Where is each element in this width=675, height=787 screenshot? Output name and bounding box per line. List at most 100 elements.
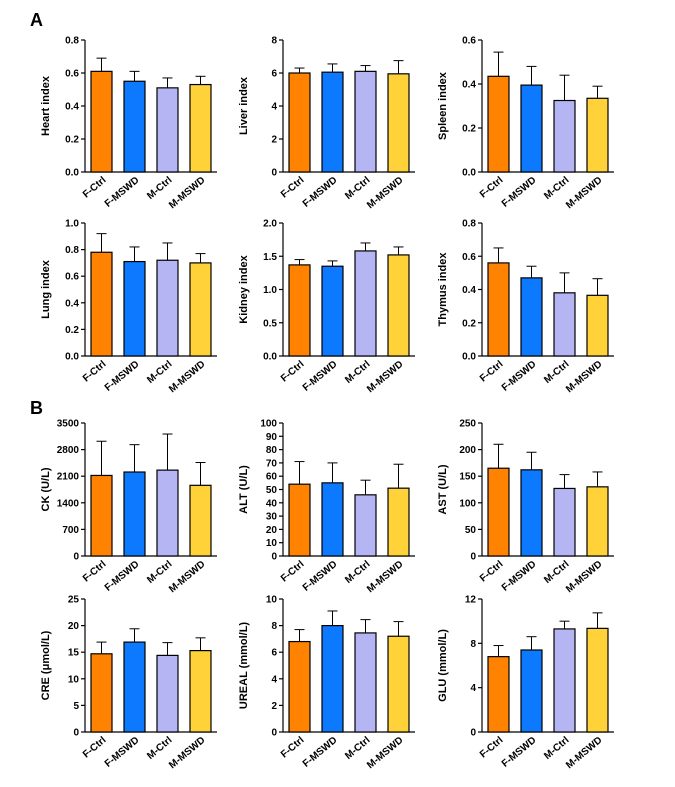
y-tick-label: 50 — [465, 525, 477, 536]
x-tick-label: M-MSWD — [564, 359, 604, 395]
y-tick-label: 0 — [470, 552, 476, 563]
bar-m-ctrl — [156, 87, 179, 173]
bar-m-mswd — [387, 73, 410, 173]
x-tick-label: F-MSWD — [103, 735, 142, 770]
y-tick-label: 70 — [266, 458, 278, 469]
y-tick-label: 100 — [459, 498, 476, 509]
x-tick-label: M-MSWD — [167, 559, 207, 595]
bar-m-ctrl — [156, 469, 179, 557]
bar-f-mswd — [520, 469, 543, 557]
bar-f-ctrl — [487, 75, 510, 173]
bar-f-ctrl — [487, 467, 510, 557]
bar-m-mswd — [189, 83, 212, 173]
y-tick-label: 20 — [266, 525, 278, 536]
bar-f-mswd — [520, 277, 543, 357]
x-tick-label: F-MSWD — [103, 175, 142, 210]
bar-m-ctrl — [553, 628, 576, 733]
x-tick-label: M-Ctrl — [343, 359, 372, 386]
y-tick-label: 60 — [266, 472, 278, 483]
y-tick-label: 8 — [271, 621, 277, 632]
y-tick-label: 6 — [271, 69, 277, 80]
y-axis-label: Spleen index — [437, 71, 449, 140]
y-tick-label: 0.6 — [65, 69, 79, 80]
bar-m-mswd — [387, 487, 410, 557]
bar-f-ctrl — [288, 264, 311, 357]
x-tick-label: F-MSWD — [500, 359, 539, 394]
bar-m-mswd — [586, 627, 609, 733]
y-tick-label: 25 — [68, 595, 80, 606]
y-tick-label: 2 — [271, 701, 277, 712]
x-tick-label: F-MSWD — [103, 359, 142, 394]
y-tick-label: 0.2 — [462, 124, 476, 135]
bar-m-ctrl — [553, 292, 576, 357]
x-tick-label: F-MSWD — [103, 559, 142, 594]
bar-f-ctrl — [288, 483, 311, 557]
y-axis-label: Kidney index — [238, 254, 250, 323]
bar-f-mswd — [321, 265, 344, 357]
y-axis-label: CRE (μmol/L) — [40, 630, 52, 700]
y-tick-label: 0.8 — [65, 36, 79, 47]
bar-f-mswd — [321, 624, 344, 733]
y-axis-label: Thymus index — [437, 252, 449, 327]
x-tick-label: F-Ctrl — [478, 559, 506, 585]
bar-f-ctrl — [90, 70, 113, 173]
y-tick-label: 0.4 — [65, 102, 79, 113]
y-tick-label: 80 — [266, 445, 278, 456]
y-tick-label: 4 — [271, 674, 277, 685]
y-tick-label: 150 — [459, 472, 476, 483]
y-tick-label: 0 — [271, 552, 277, 563]
y-tick-label: 0.0 — [65, 352, 79, 363]
x-tick-label: F-MSWD — [301, 359, 340, 394]
x-tick-label: F-Ctrl — [478, 359, 506, 385]
bar-f-ctrl — [288, 72, 311, 173]
bar-f-ctrl — [90, 474, 113, 557]
x-tick-label: F-MSWD — [301, 735, 340, 770]
x-tick-label: M-Ctrl — [145, 175, 174, 202]
y-tick-label: 0.5 — [263, 318, 277, 329]
bar-f-ctrl — [487, 656, 510, 733]
x-tick-label: F-MSWD — [500, 735, 539, 770]
bar-f-ctrl — [90, 251, 113, 357]
x-tick-label: F-Ctrl — [478, 735, 506, 761]
y-tick-label: 0.4 — [65, 298, 79, 309]
y-tick-label: 0 — [73, 728, 79, 739]
x-tick-label: M-MSWD — [167, 359, 207, 395]
x-tick-label: M-Ctrl — [145, 735, 174, 762]
y-axis-label: Lung index — [40, 259, 52, 319]
y-tick-label: 1.0 — [263, 285, 277, 296]
y-tick-label: 4 — [470, 683, 476, 694]
x-tick-label: F-Ctrl — [279, 359, 307, 385]
y-tick-label: 0.0 — [462, 168, 476, 179]
bar-m-ctrl — [354, 70, 377, 173]
y-tick-label: 1.0 — [65, 219, 79, 230]
y-axis-label: Heart index — [40, 75, 52, 136]
y-tick-label: 4 — [271, 102, 277, 113]
x-tick-label: F-MSWD — [500, 175, 539, 210]
x-tick-label: M-MSWD — [564, 735, 604, 771]
panel-label-a: A — [30, 10, 43, 30]
x-tick-label: F-MSWD — [301, 175, 340, 210]
bar-m-ctrl — [553, 487, 576, 557]
y-axis-label: CK (U/L) — [40, 467, 52, 511]
y-tick-label: 3500 — [57, 419, 80, 430]
y-tick-label: 0.0 — [263, 352, 277, 363]
y-tick-label: 6 — [271, 648, 277, 659]
bar-m-ctrl — [354, 632, 377, 733]
y-tick-label: 50 — [266, 485, 278, 496]
x-tick-label: M-MSWD — [167, 735, 207, 771]
x-tick-label: F-Ctrl — [81, 559, 109, 585]
x-tick-label: M-MSWD — [365, 559, 405, 595]
bar-f-mswd — [123, 641, 146, 733]
x-tick-label: M-Ctrl — [145, 559, 174, 586]
y-tick-label: 2100 — [57, 472, 80, 483]
x-tick-label: F-Ctrl — [81, 175, 109, 201]
bar-m-ctrl — [156, 259, 179, 357]
y-tick-label: 100 — [260, 419, 277, 430]
